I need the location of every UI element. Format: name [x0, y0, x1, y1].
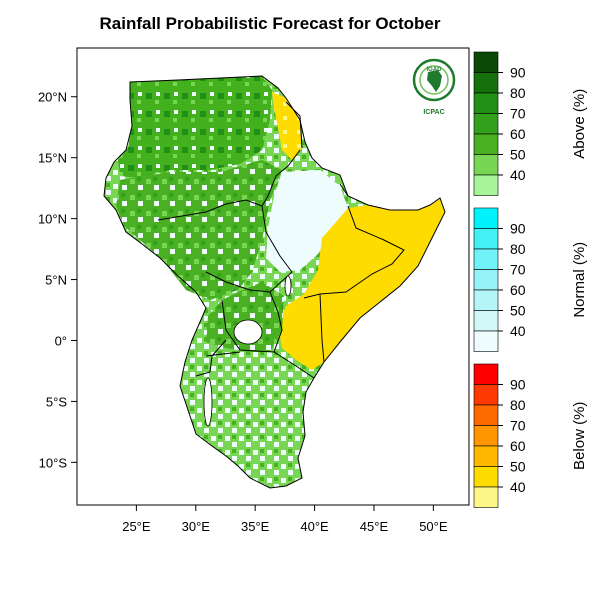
colorbar-swatch — [473, 133, 499, 155]
colorbar-title: Above (%) — [571, 89, 588, 159]
colorbar-tick-label: 70 — [510, 262, 526, 278]
colorbar-swatch — [473, 445, 499, 467]
colorbar-swatch — [473, 228, 499, 250]
lat-tick-label: 5°N — [45, 273, 67, 288]
colorbar-swatch — [473, 174, 499, 196]
logo-text-bottom: ICPAC — [423, 109, 444, 116]
colorbar-swatch — [473, 384, 499, 406]
lakes — [203, 275, 292, 427]
colorbar-swatch — [473, 310, 499, 332]
colorbar-swatch — [473, 363, 499, 385]
lat-tick-label: 0° — [55, 333, 67, 348]
igad-logo: IGAD ICPAC — [412, 58, 456, 116]
border-kenya-tanzania — [273, 351, 315, 379]
border-sudan-ethiopia — [267, 149, 301, 197]
border-uganda-kenya — [269, 291, 283, 353]
lake-tanganyika — [203, 377, 213, 427]
colorbar-swatch — [473, 113, 499, 135]
colorbar-title: Normal (%) — [571, 242, 588, 318]
colorbar-tick-label: 40 — [510, 479, 526, 495]
coastline — [103, 75, 446, 489]
colorbar-tick-label: 50 — [510, 459, 526, 475]
colorbar-swatch — [473, 486, 499, 508]
longitude-axis: 25°E 30°E 35°E 40°E 45°E 50°E — [122, 505, 448, 534]
region-uganda-above — [206, 282, 284, 352]
colorbar-tick-label: 40 — [510, 323, 526, 339]
colorbar-normal: 90 80 70 60 50 40 Normal (%) — [473, 207, 588, 352]
colorbar-swatch — [473, 330, 499, 352]
colorbar-tick-label: 90 — [510, 221, 526, 237]
colorbar-tick-label: 60 — [510, 438, 526, 454]
colorbar-swatch — [473, 154, 499, 176]
lon-tick-label: 40°E — [300, 519, 329, 534]
lon-tick-label: 25°E — [122, 519, 151, 534]
border-ethiopia-somalia — [303, 205, 405, 299]
border-rwanda-burundi — [195, 339, 227, 377]
map-title: Rainfall Probabilistic Forecast for Octo… — [99, 14, 441, 33]
latitude-axis: 20°N 15°N 10°N 5°N 0° 5°S 10°S — [38, 90, 77, 470]
colorbar-tick-label: 50 — [510, 147, 526, 163]
lake-victoria — [233, 319, 263, 345]
land-regions — [104, 76, 445, 488]
border-uganda-south — [221, 299, 275, 353]
colorbar-tick-label: 80 — [510, 397, 526, 413]
colorbar-tick-label: 40 — [510, 167, 526, 183]
colorbar-tick-label: 80 — [510, 85, 526, 101]
border-southsudan-east — [261, 205, 293, 273]
lat-tick-label: 10°S — [39, 455, 68, 470]
lat-tick-label: 10°N — [38, 212, 67, 227]
region-sudan-south — [116, 160, 282, 300]
lat-tick-label: 15°N — [38, 151, 67, 166]
colorbar-tick-label: 70 — [510, 106, 526, 122]
region-eritrea-below — [272, 92, 302, 160]
region-sudan-north — [118, 76, 272, 178]
colorbar-swatch — [473, 404, 499, 426]
region-somalia-below — [278, 198, 445, 370]
colorbar-tick-label: 60 — [510, 282, 526, 298]
colorbar-tick-label: 60 — [510, 126, 526, 142]
logo-text-top: IGAD — [427, 67, 443, 73]
colorbar-swatch — [473, 466, 499, 488]
colorbar-swatch — [473, 269, 499, 291]
region-ethiopia-normal — [266, 170, 348, 272]
colorbar-below: 90 80 70 60 50 40 Below (%) — [473, 363, 588, 508]
lon-tick-label: 45°E — [360, 519, 389, 534]
colorbar-swatch — [473, 289, 499, 311]
colorbar-swatch — [473, 92, 499, 114]
border-tanzania-west — [205, 351, 241, 357]
colorbar-tick-label: 50 — [510, 303, 526, 319]
lat-tick-label: 5°S — [46, 394, 67, 409]
region-tanzania-above — [184, 356, 306, 488]
colorbar-swatch — [473, 207, 499, 229]
colorbar-title: Below (%) — [571, 402, 588, 470]
colorbars: 90 80 70 60 50 40 Above (%) 90 80 70 60 50 40 Normal … — [473, 51, 588, 508]
colorbar-swatch — [473, 72, 499, 94]
colorbar-swatch — [473, 248, 499, 270]
africa-icon — [427, 70, 442, 92]
colorbar-swatch — [473, 425, 499, 447]
border-djibouti — [339, 183, 349, 197]
lake-turkana — [284, 275, 292, 297]
lat-tick-label: 20°N — [38, 90, 67, 105]
colorbar-swatch — [473, 51, 499, 73]
colorbar-above: 90 80 70 60 50 40 Above (%) — [473, 51, 588, 196]
border-ssudan-south — [205, 271, 293, 293]
lon-tick-label: 50°E — [419, 519, 448, 534]
border-eritrea — [285, 101, 303, 149]
lon-tick-label: 30°E — [182, 519, 211, 534]
lon-tick-label: 35°E — [241, 519, 270, 534]
colorbar-tick-label: 90 — [510, 377, 526, 393]
colorbar-tick-label: 90 — [510, 65, 526, 81]
colorbar-tick-label: 80 — [510, 241, 526, 257]
border-kenya-somalia — [319, 293, 325, 363]
country-borders — [103, 75, 446, 489]
colorbar-tick-label: 70 — [510, 418, 526, 434]
